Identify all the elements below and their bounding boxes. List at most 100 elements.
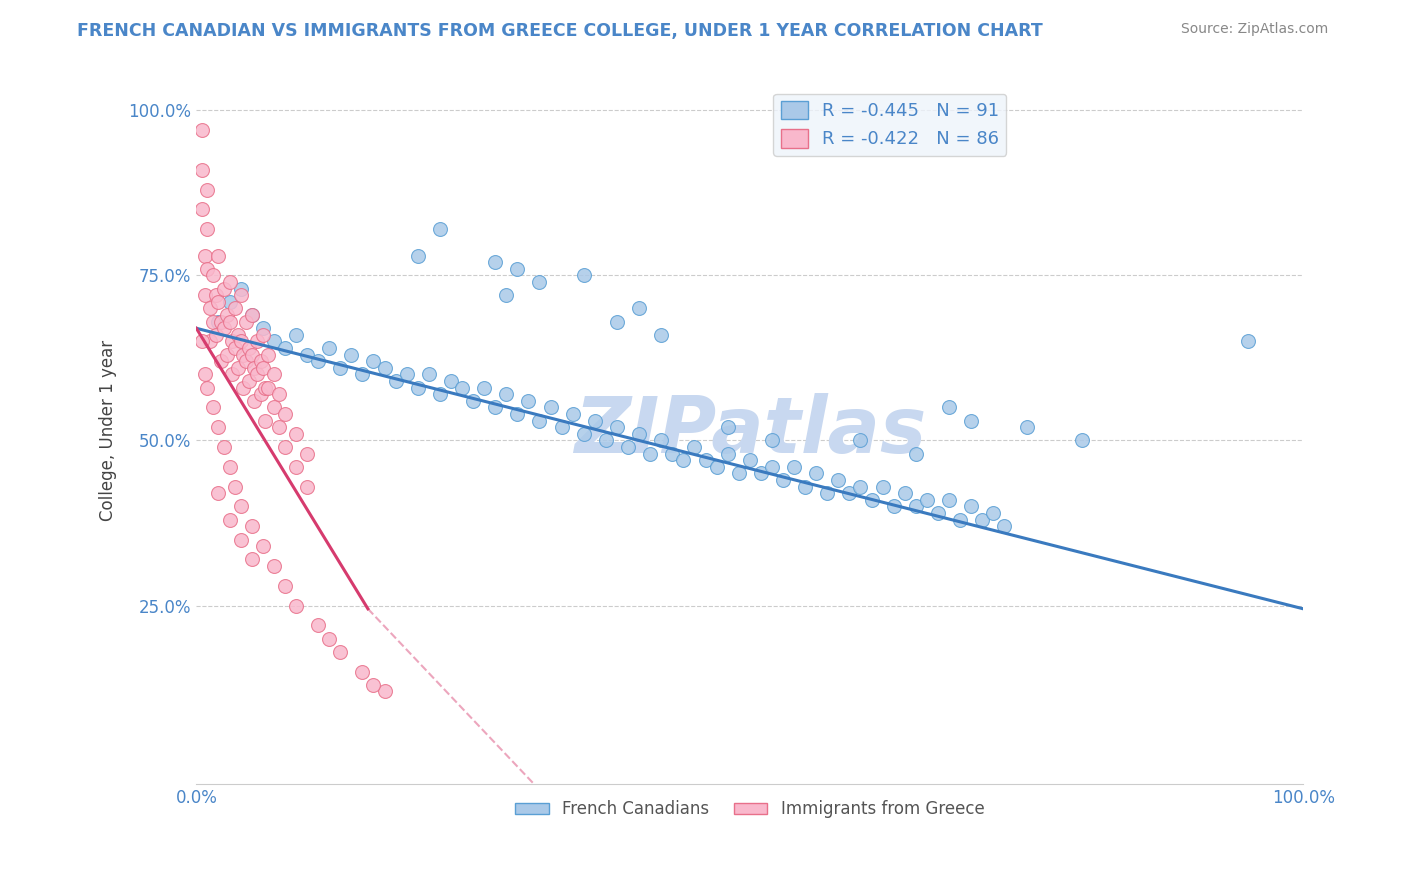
Point <box>274 579 297 593</box>
Point <box>284 599 307 613</box>
Point <box>451 381 474 395</box>
Point <box>198 301 221 316</box>
Point <box>252 539 274 553</box>
Point <box>540 401 562 415</box>
Point <box>340 348 363 362</box>
Point <box>904 500 927 514</box>
Point <box>972 513 994 527</box>
Point <box>243 393 266 408</box>
Point <box>240 519 263 533</box>
Point <box>572 426 595 441</box>
Point <box>229 500 252 514</box>
Point <box>1015 420 1038 434</box>
Point <box>363 678 385 692</box>
Point <box>827 473 849 487</box>
Point <box>221 334 243 349</box>
Point <box>235 315 257 329</box>
Point <box>363 354 385 368</box>
Point <box>529 414 551 428</box>
Point <box>1237 334 1260 349</box>
Point <box>269 387 291 401</box>
Point <box>269 420 291 434</box>
Point <box>253 381 276 395</box>
Point <box>191 123 214 137</box>
Point <box>738 453 761 467</box>
Point <box>201 315 224 329</box>
Point <box>217 308 239 322</box>
Point <box>197 222 219 236</box>
Point <box>240 308 263 322</box>
Point <box>295 447 318 461</box>
Point <box>207 249 229 263</box>
Point <box>218 459 240 474</box>
Point <box>284 327 307 342</box>
Point <box>263 558 285 573</box>
Point <box>484 401 506 415</box>
Point <box>706 459 728 474</box>
Point <box>235 354 257 368</box>
Y-axis label: College, Under 1 year: College, Under 1 year <box>100 340 117 521</box>
Point <box>212 282 235 296</box>
Point <box>212 321 235 335</box>
Point <box>232 381 254 395</box>
Point <box>229 533 252 547</box>
Point <box>406 249 429 263</box>
Point <box>252 321 274 335</box>
Point <box>727 467 749 481</box>
Point <box>201 268 224 283</box>
Point <box>550 420 572 434</box>
Point <box>883 500 905 514</box>
Point <box>606 315 628 329</box>
Point <box>650 327 672 342</box>
Point <box>695 453 717 467</box>
Point <box>207 294 229 309</box>
Point <box>209 354 232 368</box>
Point <box>572 268 595 283</box>
Point <box>472 381 495 395</box>
Point <box>352 665 374 679</box>
Point <box>194 249 217 263</box>
Point <box>218 294 240 309</box>
Point <box>263 334 285 349</box>
Point <box>212 440 235 454</box>
Point <box>240 308 263 322</box>
Point <box>772 473 794 487</box>
Point <box>318 632 340 646</box>
Point <box>904 447 927 461</box>
Point <box>224 341 246 355</box>
Point <box>794 480 817 494</box>
Point <box>253 414 276 428</box>
Point <box>495 387 517 401</box>
Point <box>429 387 451 401</box>
Point <box>384 374 406 388</box>
Point <box>240 552 263 566</box>
Point <box>246 334 269 349</box>
Point <box>927 506 949 520</box>
Point <box>529 275 551 289</box>
Point <box>217 348 239 362</box>
Point <box>257 348 280 362</box>
Point <box>429 222 451 236</box>
Point <box>915 492 938 507</box>
Point <box>606 420 628 434</box>
Point <box>960 500 983 514</box>
Point <box>373 684 395 698</box>
Point <box>650 434 672 448</box>
Point <box>207 420 229 434</box>
Point <box>197 381 219 395</box>
Point <box>938 401 960 415</box>
Point <box>461 393 484 408</box>
Point <box>191 334 214 349</box>
Point <box>295 348 318 362</box>
Point <box>228 327 250 342</box>
Point <box>783 459 806 474</box>
Point <box>224 480 246 494</box>
Point <box>993 519 1015 533</box>
Point <box>243 360 266 375</box>
Point <box>949 513 972 527</box>
Point <box>205 327 228 342</box>
Point <box>240 348 263 362</box>
Point <box>960 414 983 428</box>
Point <box>806 467 828 481</box>
Point <box>981 506 1004 520</box>
